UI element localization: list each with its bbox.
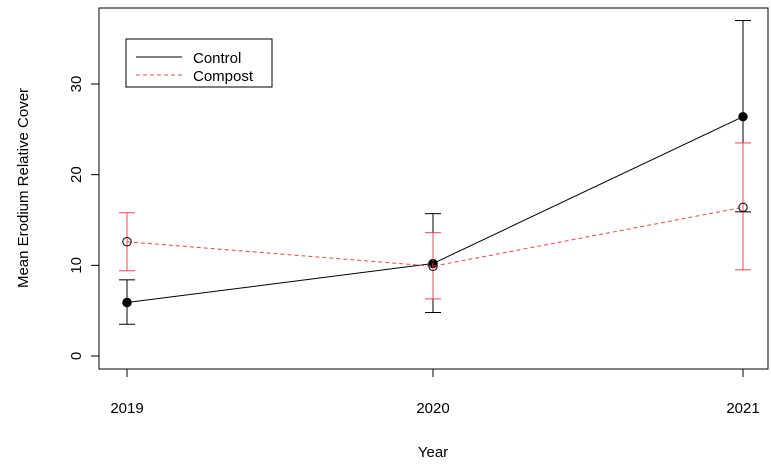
series-line-control	[126, 116, 744, 304]
legend: Control Compost	[125, 38, 273, 88]
point-control-2019	[122, 297, 132, 308]
y-tick-label-30: 30	[68, 76, 85, 93]
point-compost-2021	[738, 202, 748, 213]
series-compost	[119, 142, 751, 300]
legend-box	[125, 38, 273, 88]
series-layer	[119, 20, 751, 325]
x-tick-label-2019: 2019	[110, 400, 143, 417]
legend-control-label: Control	[193, 50, 241, 67]
y-tick-label-0: 0	[68, 352, 85, 360]
y-tick-label-10: 10	[68, 257, 85, 274]
x-axis-label: Year	[418, 444, 448, 461]
x-tick-label-2020: 2020	[416, 400, 449, 417]
y-tick-label-20: 20	[68, 166, 85, 183]
point-control-2021	[738, 111, 748, 122]
point-compost-2020	[428, 261, 438, 271]
x-axis: 2019 2020 2021	[110, 368, 760, 417]
series-line-compost	[126, 206, 744, 267]
x-tick-label-2021: 2021	[726, 400, 759, 417]
y-axis: 0 10 20 30	[68, 76, 100, 360]
legend-compost-label: Compost	[193, 68, 254, 85]
point-compost-2019	[122, 237, 132, 247]
y-axis-label: Mean Erodium Relative Cover	[15, 88, 32, 288]
